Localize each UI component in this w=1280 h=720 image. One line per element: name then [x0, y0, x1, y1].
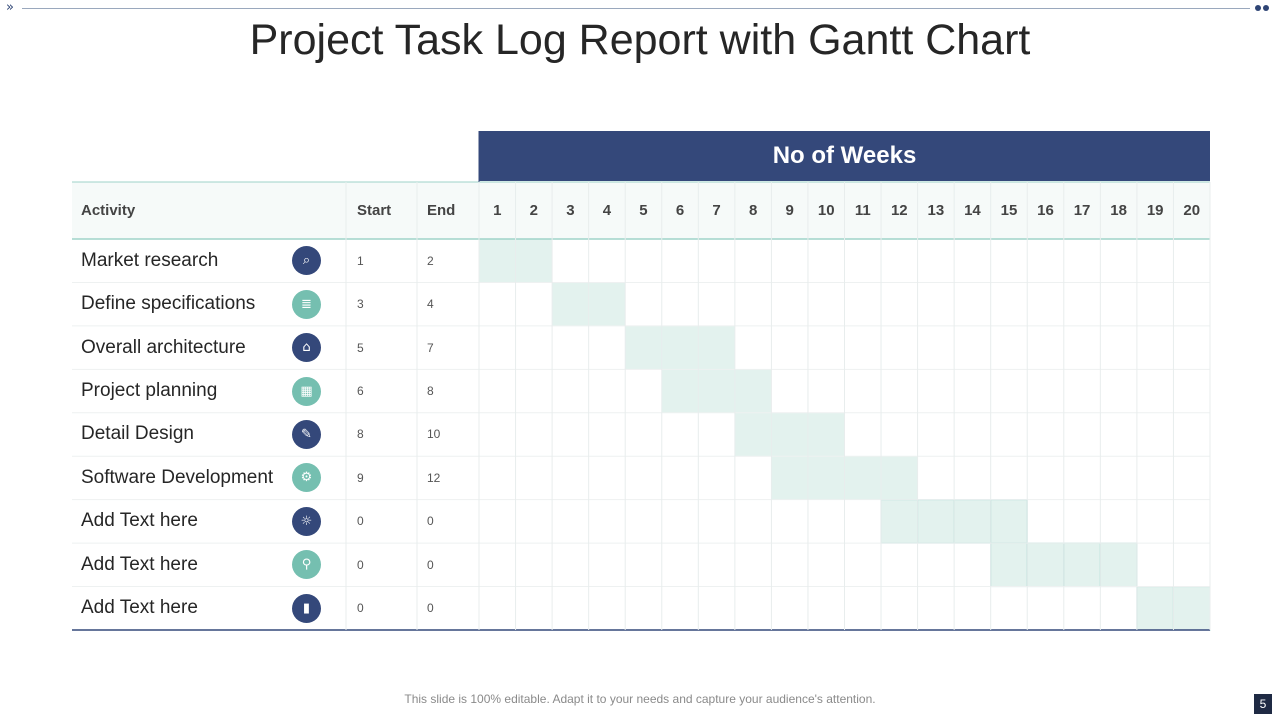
idea-head-icon: ☼: [292, 506, 321, 536]
weeks-header: No of Weeks: [479, 131, 1210, 181]
gantt-bar-cell: [734, 369, 772, 413]
week-header: 16: [1037, 202, 1054, 219]
gantt-bar-cell: [1063, 542, 1101, 588]
gantt-bar-cell: [881, 456, 918, 500]
gear-icon: ⚙: [292, 463, 321, 493]
gantt-bar-cell: [661, 325, 699, 370]
page-number: 5: [1254, 694, 1272, 714]
start-value: 0: [357, 557, 364, 572]
activity-label: Detail Design: [81, 423, 194, 445]
gantt-bar-cell: [990, 542, 1028, 588]
start-value: 0: [357, 514, 364, 529]
week-header: 4: [602, 202, 612, 219]
gantt-bar-cell: [771, 456, 808, 500]
gantt-bar-cell: [1136, 586, 1174, 631]
gantt-bar-cell: [953, 499, 992, 544]
start-value: 1: [357, 253, 364, 268]
week-header: 1: [493, 202, 502, 219]
start-value: 9: [357, 470, 364, 485]
gantt-bar-cell: [515, 239, 553, 283]
start-value: 0: [357, 601, 364, 616]
week-header: 5: [639, 202, 648, 219]
week-header: 19: [1146, 202, 1164, 219]
top-divider: [22, 8, 1250, 9]
gantt-bar-cell: [880, 499, 919, 544]
week-header: 17: [1073, 202, 1091, 219]
gantt-bar-cell: [807, 412, 845, 457]
building-icon: ⌂: [292, 333, 321, 363]
end-value: 10: [427, 427, 441, 442]
gantt-bar-cell: [917, 499, 955, 544]
week-header: 8: [748, 202, 758, 219]
gantt-bar-cell: [552, 282, 589, 326]
document-list-icon: ≣: [292, 289, 321, 319]
dots-icon: [1255, 5, 1275, 13]
column-header-start: Start: [357, 202, 392, 219]
activity-label: Overall architecture: [81, 336, 246, 358]
design-document-icon: ✎: [292, 420, 321, 449]
bar-chart-icon: ▮: [292, 593, 321, 623]
end-value: 7: [427, 340, 434, 355]
week-header: 6: [675, 202, 685, 219]
activity-label: Add Text here: [81, 597, 198, 619]
gantt-bar-cell: [1099, 542, 1138, 588]
week-header: 11: [854, 202, 871, 219]
gantt-bar-cell: [625, 325, 662, 370]
gantt-bar-cell: [771, 412, 808, 457]
gantt-bar-cell: [698, 369, 735, 413]
double-chevron-icon: »: [6, 0, 14, 15]
week-header: 7: [712, 202, 721, 219]
end-value: 8: [427, 384, 434, 399]
activity-label: Software Development: [81, 466, 274, 488]
gantt-bar-cell: [661, 369, 699, 413]
gantt-bar-cell: [734, 412, 772, 457]
column-header-activity: Activity: [81, 202, 136, 219]
week-header: 18: [1110, 202, 1127, 219]
activity-label: Add Text here: [81, 553, 198, 575]
gantt-bar-cell: [1172, 586, 1211, 631]
start-value: 8: [357, 427, 364, 442]
start-value: 5: [357, 340, 364, 355]
table-header-row: [72, 182, 1210, 239]
gantt-bar-cell: [844, 456, 882, 500]
search-icon: ⚲: [292, 550, 321, 580]
activity-label: Add Text here: [81, 510, 198, 532]
column-header-end: End: [427, 202, 456, 219]
activity-label: Market research: [81, 249, 219, 271]
gantt-bar-cell: [479, 239, 516, 283]
gantt-bar-cell: [1026, 542, 1065, 588]
week-header: 9: [785, 202, 794, 219]
week-header: 13: [927, 202, 945, 219]
gantt-bar-cell: [698, 325, 735, 370]
end-value: 4: [427, 297, 434, 312]
end-value: 0: [427, 601, 434, 616]
week-header: 15: [1000, 202, 1018, 219]
start-value: 3: [357, 297, 364, 312]
week-header: 10: [817, 202, 835, 219]
gantt-bar-cell: [990, 499, 1028, 544]
week-header: 14: [964, 202, 981, 219]
end-value: 12: [427, 470, 441, 485]
end-value: 0: [427, 557, 434, 572]
page-title: Project Task Log Report with Gantt Chart: [249, 16, 1031, 64]
planning-board-icon: ▦: [292, 376, 321, 406]
week-header: 12: [890, 202, 908, 219]
footer-note: This slide is 100% editable. Adapt it to…: [404, 692, 876, 706]
start-value: 6: [357, 384, 364, 399]
week-header: 20: [1183, 202, 1201, 219]
end-value: 0: [427, 514, 434, 529]
gantt-bar-cell: [588, 282, 626, 326]
magnifier-chart-icon: ⌕: [292, 246, 321, 276]
week-header: 3: [566, 202, 575, 219]
week-header: 2: [529, 202, 538, 219]
gantt-bar-cell: [807, 456, 845, 500]
end-value: 2: [427, 253, 434, 268]
activity-label: Define specifications: [81, 293, 256, 315]
activity-label: Project planning: [81, 380, 218, 402]
